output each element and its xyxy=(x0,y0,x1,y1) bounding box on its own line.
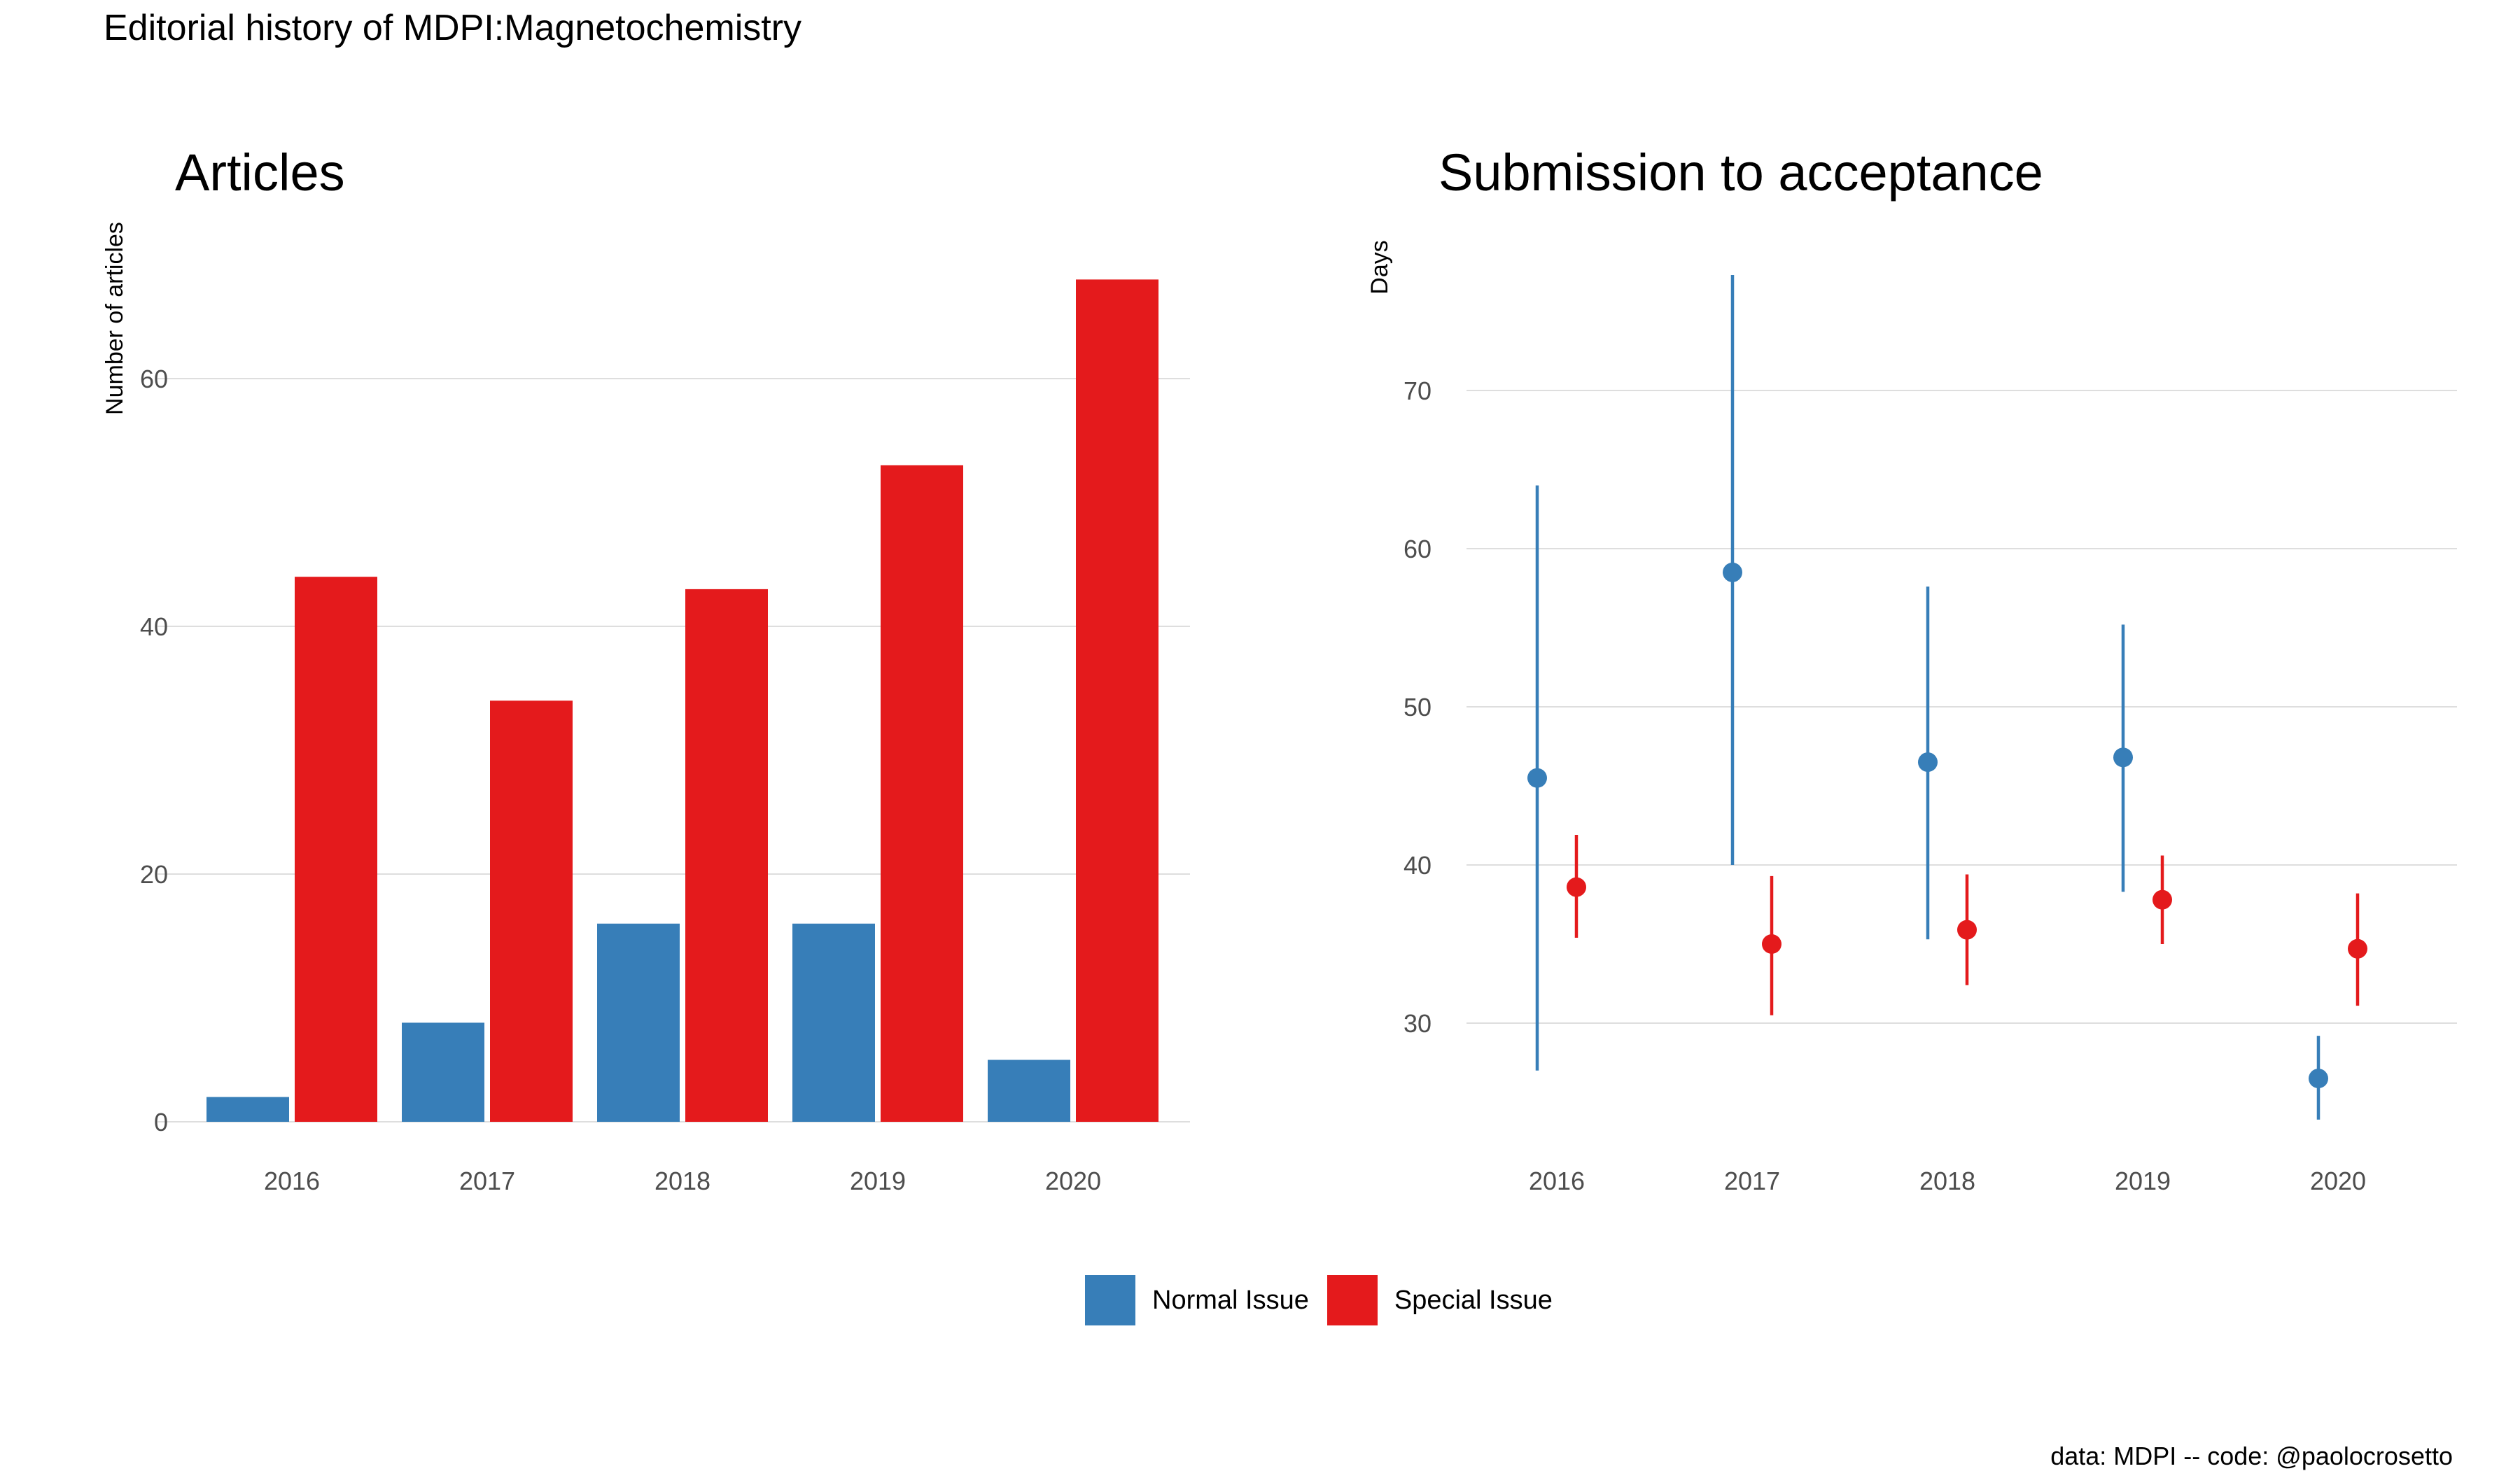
err-ylabel: Days xyxy=(1366,240,1393,294)
bar-normal-2020 xyxy=(988,1060,1070,1122)
legend-item-special-issue: Special Issue xyxy=(1326,1275,1553,1325)
bar-normal-2016 xyxy=(206,1097,289,1122)
legend-item-normal-issue: Normal Issue xyxy=(1085,1275,1309,1325)
bar-special-2018 xyxy=(685,589,768,1122)
legend: Normal Issue Special Issue xyxy=(1085,1275,1571,1325)
legend-label-special-issue: Special Issue xyxy=(1394,1285,1553,1315)
point-normal-2019 xyxy=(2113,747,2133,768)
legend-swatch-normal-issue xyxy=(1085,1275,1135,1325)
point-normal-2018 xyxy=(1918,752,1938,773)
err-xtick-label-2020: 2020 xyxy=(2310,1167,2366,1195)
chart-caption: data: MDPI -- code: @paolocrosetto xyxy=(2050,1442,2453,1470)
bar-special-2016 xyxy=(295,577,377,1122)
bar-normal-2019 xyxy=(792,923,875,1122)
legend-swatch-special-issue xyxy=(1326,1275,1378,1325)
bar-ytick-label-20: 20 xyxy=(140,860,168,889)
bar-normal-2018 xyxy=(597,923,680,1122)
err-xtick-label-2017: 2017 xyxy=(1724,1167,1780,1195)
bar-special-2019 xyxy=(881,465,963,1122)
point-special-2016 xyxy=(1567,877,1586,897)
err-xtick-label-2018: 2018 xyxy=(1919,1167,1975,1195)
point-special-2017 xyxy=(1762,934,1782,954)
bar-xtick-label-2017: 2017 xyxy=(459,1167,515,1195)
bar-ytick-label-40: 40 xyxy=(140,612,168,641)
bar-xtick-label-2018: 2018 xyxy=(654,1167,710,1195)
point-special-2018 xyxy=(1957,920,1977,940)
bar-special-2017 xyxy=(490,701,573,1122)
legend-label-normal-issue: Normal Issue xyxy=(1152,1285,1309,1315)
bar-xtick-label-2019: 2019 xyxy=(850,1167,906,1195)
point-normal-2016 xyxy=(1527,768,1547,788)
err-panel-title: Submission to acceptance xyxy=(1438,143,2043,202)
bar-ytick-label-0: 0 xyxy=(154,1108,168,1136)
bar-special-2020 xyxy=(1076,279,1158,1122)
bar-xtick-label-2016: 2016 xyxy=(264,1167,320,1195)
err-xtick-label-2019: 2019 xyxy=(2115,1167,2171,1195)
err-ytick-label-50: 50 xyxy=(1404,693,1432,722)
err-ytick-label-70: 70 xyxy=(1404,376,1432,405)
bar-ylabel: Number of articles xyxy=(102,222,128,415)
bar-normal-2017 xyxy=(402,1022,484,1122)
point-special-2020 xyxy=(2348,938,2367,959)
bar-panel-title: Articles xyxy=(175,143,345,202)
bar-xtick-label-2020: 2020 xyxy=(1045,1167,1101,1195)
chart-main-title: Editorial history of MDPI:Magnetochemist… xyxy=(104,8,802,48)
point-special-2019 xyxy=(2152,889,2172,910)
point-normal-2017 xyxy=(1723,562,1742,582)
bar-ytick-label-60: 60 xyxy=(140,365,168,393)
point-normal-2020 xyxy=(2309,1069,2328,1089)
err-ytick-label-60: 60 xyxy=(1404,535,1432,563)
err-ytick-label-30: 30 xyxy=(1404,1009,1432,1038)
err-ytick-label-40: 40 xyxy=(1404,851,1432,880)
err-xtick-label-2016: 2016 xyxy=(1529,1167,1585,1195)
